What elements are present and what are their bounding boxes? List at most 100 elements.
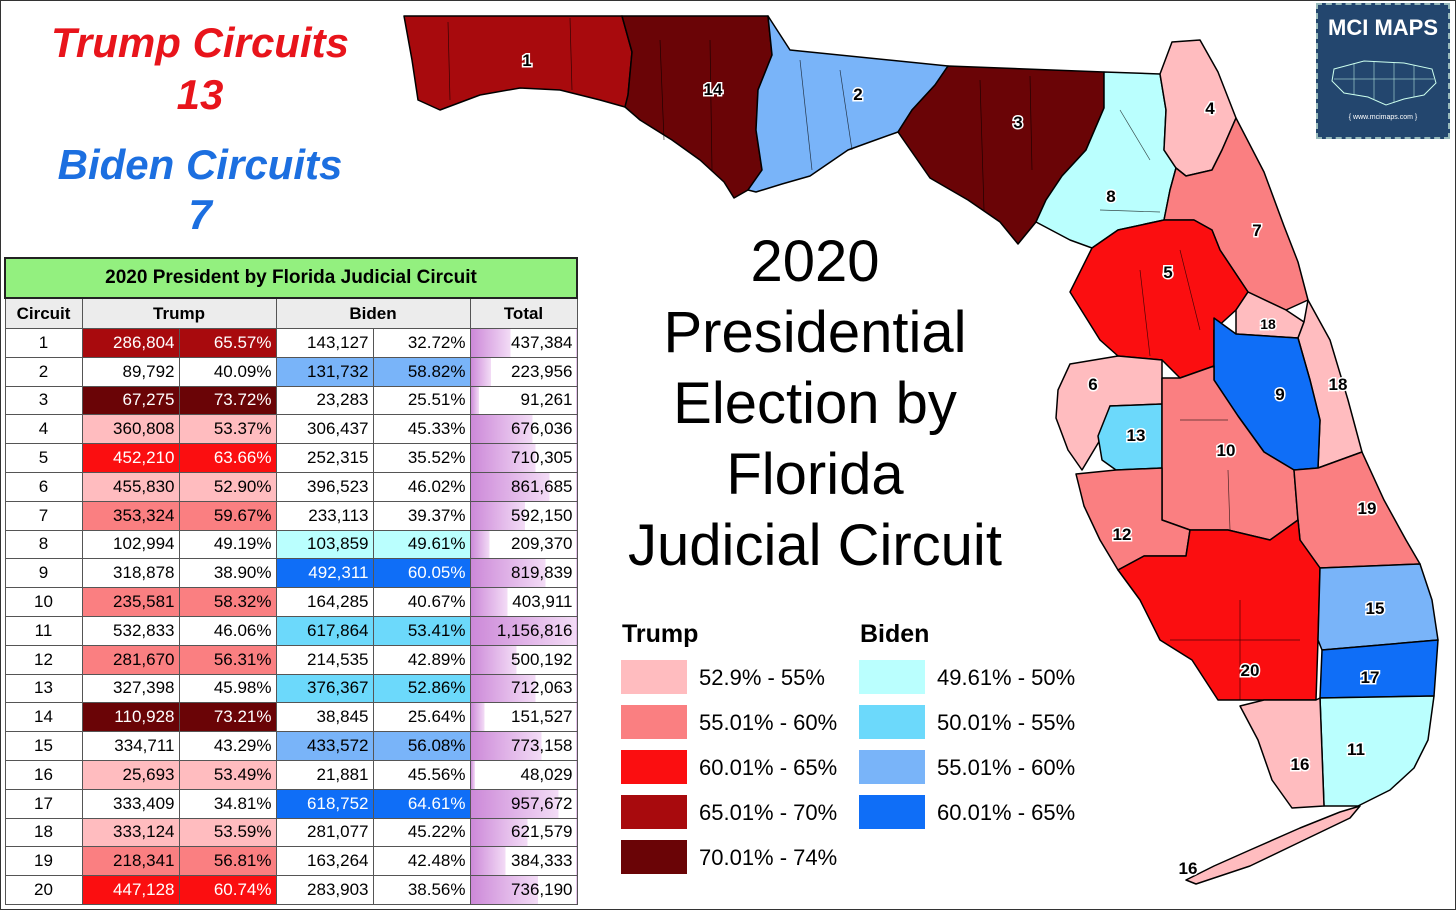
biden-pct-cell: 42.48% [372,846,471,877]
biden-label: 55.01% - 60% [937,755,1076,780]
circuit-1-region [403,15,633,111]
table-row: 4 360,808 53.37% 306,437 45.33% 676,036 [4,414,578,445]
total-cell: 736,190 [469,875,578,905]
trump-votes-cell: 327,398 [81,673,180,704]
circuit-cell: 19 [4,846,83,877]
total-cell: 91,261 [469,385,578,416]
total-cell: 773,158 [469,731,578,761]
trump-votes-cell: 334,711 [81,731,180,761]
circuit-11-region [1319,695,1435,807]
map-label: 8 [1106,187,1115,206]
col-total: Total [469,297,578,329]
biden-pct-cell: 52.86% [372,673,471,704]
map-title-line: Judicial Circuit [628,513,1002,578]
trump-votes-cell: 286,804 [81,328,180,358]
map-title-line: 2020 [750,229,880,294]
circuit-cell: 8 [4,529,83,560]
biden-label: 60.01% - 65% [937,800,1076,825]
total-cell: 384,333 [469,846,578,877]
total-cell: 223,956 [469,356,578,387]
map-label: 19 [1358,499,1377,518]
biden-votes-cell: 21,881 [275,759,374,790]
circuit-cell: 13 [4,673,83,704]
col-biden: Biden [275,297,471,329]
biden-votes-cell: 163,264 [275,846,374,877]
trump-pct-cell: 58.32% [178,587,277,617]
trump-label: 52.9% - 55% [699,665,825,690]
map-label: 16 [1179,859,1198,878]
trump-votes-cell: 110,928 [81,702,180,733]
biden-votes-cell: 38,845 [275,702,374,733]
trump-pct-cell: 73.21% [178,702,277,733]
map-label: 4 [1205,99,1215,118]
trump-votes-cell: 281,670 [81,644,180,675]
trump-swatch [621,660,687,694]
map-title-line: Election by [673,371,957,436]
biden-swatch [859,795,925,829]
biden-votes-cell: 433,572 [275,731,374,761]
circuit-cell: 1 [4,328,83,358]
trump-pct-cell: 34.81% [178,788,277,819]
logo-text: MCI MAPS [1328,15,1438,40]
biden-pct-cell: 56.08% [372,731,471,761]
biden-swatch [859,705,925,739]
circuit-cell: 15 [4,731,83,761]
trump-votes-cell: 452,210 [81,443,180,473]
trump-votes-cell: 455,830 [81,471,180,502]
table-row: 19 218,341 56.81% 163,264 42.48% 384,333 [4,846,578,877]
legend-trump-heading: Trump [622,620,699,648]
map-label: 14 [704,80,723,99]
map-label: 9 [1275,385,1284,404]
map-label: 15 [1366,599,1385,618]
biden-votes-cell: 164,285 [275,587,374,617]
biden-votes-cell: 131,732 [275,356,374,387]
col-trump: Trump [81,297,277,329]
table-row: 10 235,581 58.32% 164,285 40.67% 403,911 [4,587,578,617]
biden-votes-cell: 492,311 [275,558,374,589]
circuit-cell: 2 [4,356,83,387]
biden-label: 49.61% - 50% [937,665,1076,690]
table-row: 2 89,792 40.09% 131,732 58.82% 223,956 [4,356,578,387]
trump-pct-cell: 63.66% [178,443,277,473]
trump-pct-cell: 60.74% [178,875,277,905]
biden-pct-cell: 45.56% [372,759,471,790]
biden-votes-cell: 23,283 [275,385,374,416]
total-cell: 500,192 [469,644,578,675]
trump-votes-cell: 102,994 [81,529,180,560]
circuit-labels: 1 2 3 4 5 6 7 8 9 10 11 12 13 14 15 16 1… [521,50,1386,880]
biden-circuits-count: 7 [188,191,212,238]
table-row: 17 333,409 34.81% 618,752 64.61% 957,672 [4,788,578,819]
biden-pct-cell: 39.37% [372,500,471,531]
biden-pct-cell: 25.51% [372,385,471,416]
circuit-cell: 4 [4,414,83,445]
circuit-cell: 18 [4,817,83,848]
total-cell: 209,370 [469,529,578,560]
biden-votes-cell: 214,535 [275,644,374,675]
table-row: 12 281,670 56.31% 214,535 42.89% 500,192 [4,644,578,675]
table-row: 14 110,928 73.21% 38,845 25.64% 151,527 [4,702,578,733]
total-cell: 957,672 [469,788,578,819]
map-title-line: Presidential [663,300,967,365]
total-cell: 437,384 [469,328,578,358]
table-row: 20 447,128 60.74% 283,903 38.56% 736,190 [4,875,578,905]
map-label: 20 [1241,661,1260,680]
map-label: 6 [1088,375,1097,394]
map-title-line: Florida [726,442,904,507]
trump-votes-cell: 235,581 [81,587,180,617]
biden-swatch [859,660,925,694]
biden-votes-cell: 396,523 [275,471,374,502]
trump-votes-cell: 353,324 [81,500,180,531]
trump-votes-cell: 333,409 [81,788,180,819]
trump-circuits-count: 13 [176,71,224,118]
trump-pct-cell: 49.19% [178,529,277,560]
map-label: 17 [1361,668,1380,687]
legend-biden-heading: Biden [860,620,930,648]
table-row: 6 455,830 52.90% 396,523 46.02% 861,685 [4,471,578,502]
biden-pct-cell: 38.56% [372,875,471,905]
trump-swatch [621,795,687,829]
biden-circuits-label: Biden Circuits [57,141,343,188]
biden-votes-cell: 103,859 [275,529,374,560]
trump-pct-cell: 53.59% [178,817,277,848]
trump-votes-cell: 89,792 [81,356,180,387]
trump-circuits-label: Trump Circuits [51,19,349,66]
